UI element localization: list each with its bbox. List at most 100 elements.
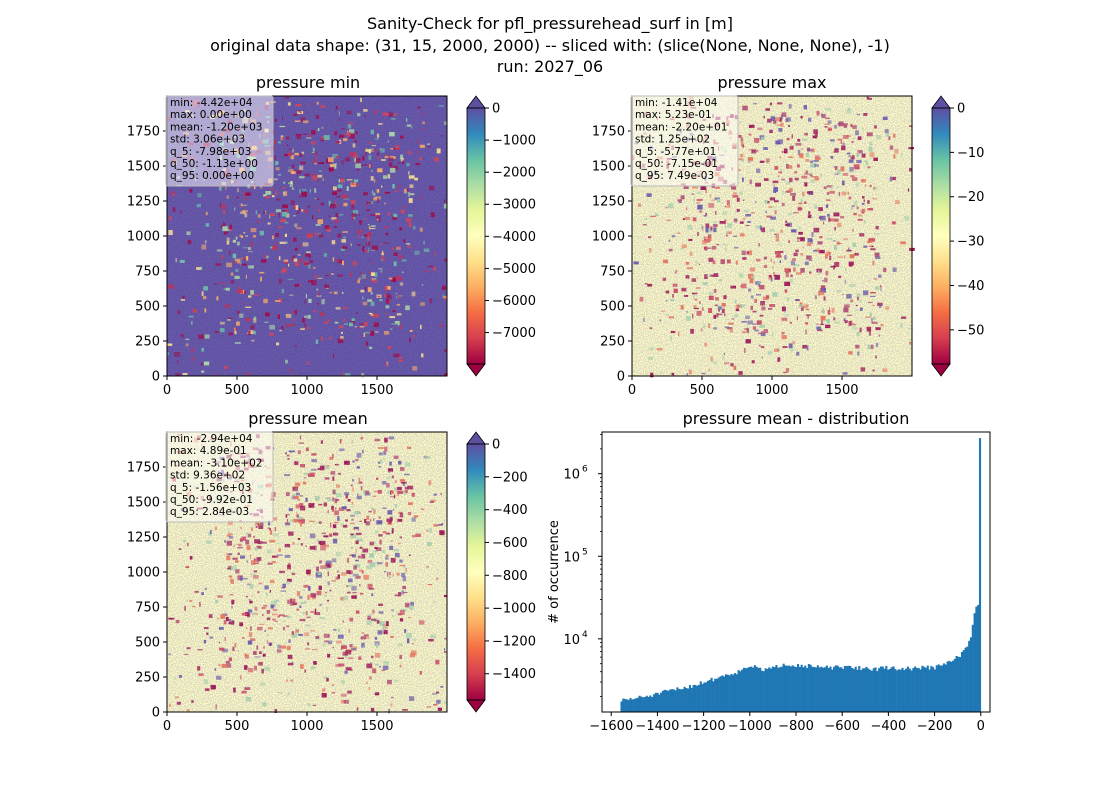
histogram-bar: [746, 667, 749, 712]
histogram-bar: [928, 669, 931, 712]
y-tick-label: 1500: [127, 496, 160, 511]
colorbar-tick-label: 0: [492, 438, 500, 453]
stats-line: q_50: -1.13e+00: [170, 158, 258, 170]
x-tick-label: 500: [225, 383, 250, 398]
y-tick-exponent: 5: [582, 547, 588, 557]
histogram-bar: [750, 666, 753, 712]
histogram-bar: [802, 667, 805, 712]
y-tick-label: 1000: [127, 230, 160, 245]
stats-line: q_50: -7.15e-01: [635, 158, 718, 170]
heatmap-panel-pressure-max: pressure max 0 500 1000 1500 0 250 500 750 1000 1…: [592, 73, 985, 398]
histogram-bar: [669, 689, 672, 712]
histogram-bar: [843, 665, 846, 712]
histogram-bar: [905, 668, 908, 712]
histogram-bar: [766, 668, 769, 712]
histogram-bar: [683, 686, 686, 712]
histogram-bar: [782, 663, 785, 712]
histogram-bar: [699, 681, 702, 712]
histogram-bar: [825, 665, 828, 712]
histogram-bar: [658, 694, 661, 712]
histogram-bar: [811, 666, 814, 712]
x-tick-label: 0: [163, 719, 171, 734]
histogram-bar: [755, 666, 758, 712]
histogram-bar: [964, 647, 967, 712]
histogram-bar: [784, 665, 787, 712]
x-tick-label: 0: [163, 383, 171, 398]
stats-line: mean: -3.10e+02: [170, 457, 262, 469]
histogram-bar: [827, 668, 830, 712]
histogram-bar: [926, 665, 929, 712]
stats-line: q_95: 2.84e-03: [170, 506, 249, 518]
histogram-bar: [779, 667, 782, 712]
y-tick-label: 1500: [592, 160, 625, 175]
histogram-bar: [775, 664, 778, 712]
histogram-bar: [845, 666, 848, 712]
histogram-bar: [705, 682, 708, 712]
y-tick-label: 1000: [592, 230, 625, 245]
histogram-bar: [815, 667, 818, 712]
histogram-bar: [631, 699, 634, 712]
histogram-bar: [795, 667, 798, 712]
colorbar-tick-label: 0: [957, 102, 965, 117]
histogram-bar: [854, 666, 857, 712]
histogram-bar: [741, 669, 744, 712]
y-tick-label: 1000: [127, 566, 160, 581]
histogram-bar: [788, 665, 791, 712]
histogram-bar: [822, 667, 825, 712]
x-tick-label: 1000: [290, 383, 323, 398]
y-tick-label: 1250: [127, 531, 160, 546]
histogram-bar: [706, 680, 710, 712]
colorbar-tick-label: −40: [957, 279, 984, 294]
histogram-bar: [818, 667, 821, 712]
y-tick-label: 750: [135, 265, 160, 280]
histogram-bar: [978, 438, 982, 712]
histogram-bar: [910, 670, 913, 712]
histogram-bar: [935, 665, 938, 712]
histogram-bar: [789, 666, 792, 712]
histogram-bar: [915, 667, 919, 712]
colorbar-gradient: [932, 108, 950, 364]
histogram-bar: [881, 666, 884, 712]
histogram-bar: [870, 670, 873, 712]
colorbar-tick-label: −400: [492, 503, 528, 518]
histogram-bar: [798, 666, 801, 712]
heatmap-axes: 0 500 1000 1500 0 250 500 750 1000 1250 1500 1750: [592, 95, 913, 398]
x-tick-label: −1400: [635, 719, 679, 734]
histogram-bar: [969, 637, 973, 712]
x-tick-label: −200: [917, 719, 953, 734]
histogram-bar: [777, 667, 780, 712]
x-tick-label: 0: [628, 383, 636, 398]
histogram-bar: [742, 667, 746, 712]
histogram-bar: [764, 668, 767, 712]
stats-line: q_95: 0.00e+00: [170, 170, 254, 182]
y-tick-label: 1250: [127, 195, 160, 210]
x-tick-label: −1200: [682, 719, 726, 734]
histogram-bar: [953, 658, 956, 712]
colorbar-tick-label: −1200: [492, 634, 536, 649]
histogram-bar: [912, 668, 915, 712]
colorbar-tick-label: −1000: [492, 134, 536, 149]
colorbar-tick-label: −600: [492, 536, 528, 551]
histogram-bar: [759, 667, 762, 712]
histogram-bar: [737, 670, 740, 712]
colorbar-tick-label: −1000: [492, 602, 536, 617]
colorbar-extend-top: [466, 95, 486, 109]
x-tick-label: 500: [690, 383, 715, 398]
colorbar-extend-bottom: [931, 363, 951, 377]
y-tick-label: 1250: [592, 195, 625, 210]
y-tick-label: 10: [563, 633, 580, 648]
histogram-bar: [732, 674, 735, 712]
histogram-bar: [733, 673, 737, 712]
histogram-bar: [715, 678, 719, 712]
y-tick-label: 1500: [127, 160, 160, 175]
histogram-bar: [955, 655, 958, 712]
histogram-bar: [968, 640, 971, 712]
histogram-bar: [688, 685, 692, 712]
histogram-bar: [917, 668, 920, 712]
panel-title: pressure mean: [248, 409, 368, 428]
histogram-bar: [824, 667, 827, 712]
histogram-bar: [690, 687, 693, 712]
colorbar-tick-label: −10: [957, 146, 984, 161]
histogram-bar: [712, 681, 715, 712]
